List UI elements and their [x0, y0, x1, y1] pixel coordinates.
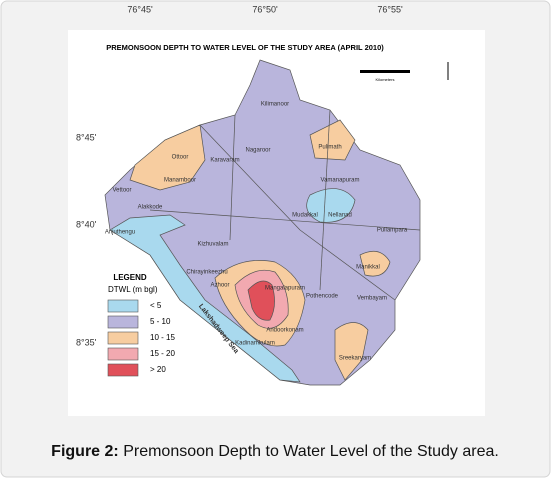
scale-label: Kilometers [376, 77, 395, 82]
scale-bar: Kilometers [360, 62, 449, 82]
caption-text: Premonsoon Depth to Water Level of the S… [123, 443, 499, 460]
legend-subtitle: DTWL (m bgl) [108, 285, 158, 294]
place-label: Azhoor [210, 283, 229, 289]
zone [334, 322, 369, 381]
legend-swatch [107, 315, 139, 329]
boundary [149, 209, 421, 231]
legend-label: > 20 [150, 365, 166, 374]
place-label: Kilimanoor [261, 102, 289, 108]
legend-swatch [107, 363, 139, 377]
scale-bar-segment [360, 70, 410, 73]
place-label: Mangalapuram [265, 286, 305, 292]
place-label: Chirayinkeezhu [186, 270, 227, 276]
boundary [229, 114, 236, 241]
legend-label: 10 - 15 [150, 333, 175, 342]
latitude-label: 8°35' [76, 337, 97, 347]
zone [306, 188, 356, 223]
legend-swatch [107, 299, 139, 313]
place-label: Sreekaryam [339, 356, 371, 362]
boundary [319, 109, 331, 291]
place-label: Ottoor [172, 155, 189, 161]
legend: LEGEND DTWL (m bgl) < 5 5 - 10 10 - 15 15 -… [107, 273, 175, 377]
legend-swatch [107, 331, 139, 345]
place-label: Andoorkonam [266, 328, 303, 334]
place-label: Kizhuvalam [197, 242, 228, 248]
latitude-label: 8°40' [76, 219, 97, 229]
place-labels: Kilimanoor Pulimath Nagaroor Karavaram Ottoo… [105, 102, 408, 362]
zone [309, 119, 356, 161]
longitude-label: 76°55' [377, 4, 403, 14]
place-label: Alakkode [138, 205, 163, 211]
place-label: Nagaroor [245, 148, 270, 154]
legend-swatch [107, 347, 139, 361]
legend-label: < 5 [150, 301, 162, 310]
map-body [104, 59, 421, 386]
place-label: Manikkal [356, 265, 380, 271]
longitude-label: 76°50' [252, 4, 278, 14]
caption-label: Figure 2: [51, 443, 119, 460]
legend-label: 15 - 20 [150, 349, 175, 358]
boundary [199, 124, 301, 231]
map-title: PREMONSOON DEPTH TO WATER LEVEL OF THE S… [106, 43, 384, 52]
place-label: Nellanad [328, 213, 352, 219]
place-label: Anjuthengu [105, 230, 135, 236]
caption: Figure 2: Premonsoon Depth to Water Leve… [51, 443, 499, 460]
place-label: Kadinamkulam [235, 341, 275, 347]
place-label: Manamboor [164, 178, 196, 184]
legend-title: LEGEND [113, 273, 147, 282]
place-label: Karavaram [210, 158, 239, 164]
boundary [299, 229, 396, 301]
longitude-label: 76°45' [127, 4, 153, 14]
place-label: Pothencode [306, 294, 339, 300]
place-label: Vettoor [112, 188, 131, 194]
legend-label: 5 - 10 [150, 317, 171, 326]
latitude-label: 8°45' [76, 132, 97, 142]
zone [247, 280, 275, 321]
zone [129, 124, 206, 191]
zone [359, 250, 391, 277]
place-label: Pullampara [377, 228, 408, 234]
place-label: Mudakkal [292, 213, 318, 219]
place-label: Pulimath [318, 145, 341, 151]
place-label: Vamanapuram [321, 178, 360, 184]
place-label: Vembayam [357, 296, 387, 302]
